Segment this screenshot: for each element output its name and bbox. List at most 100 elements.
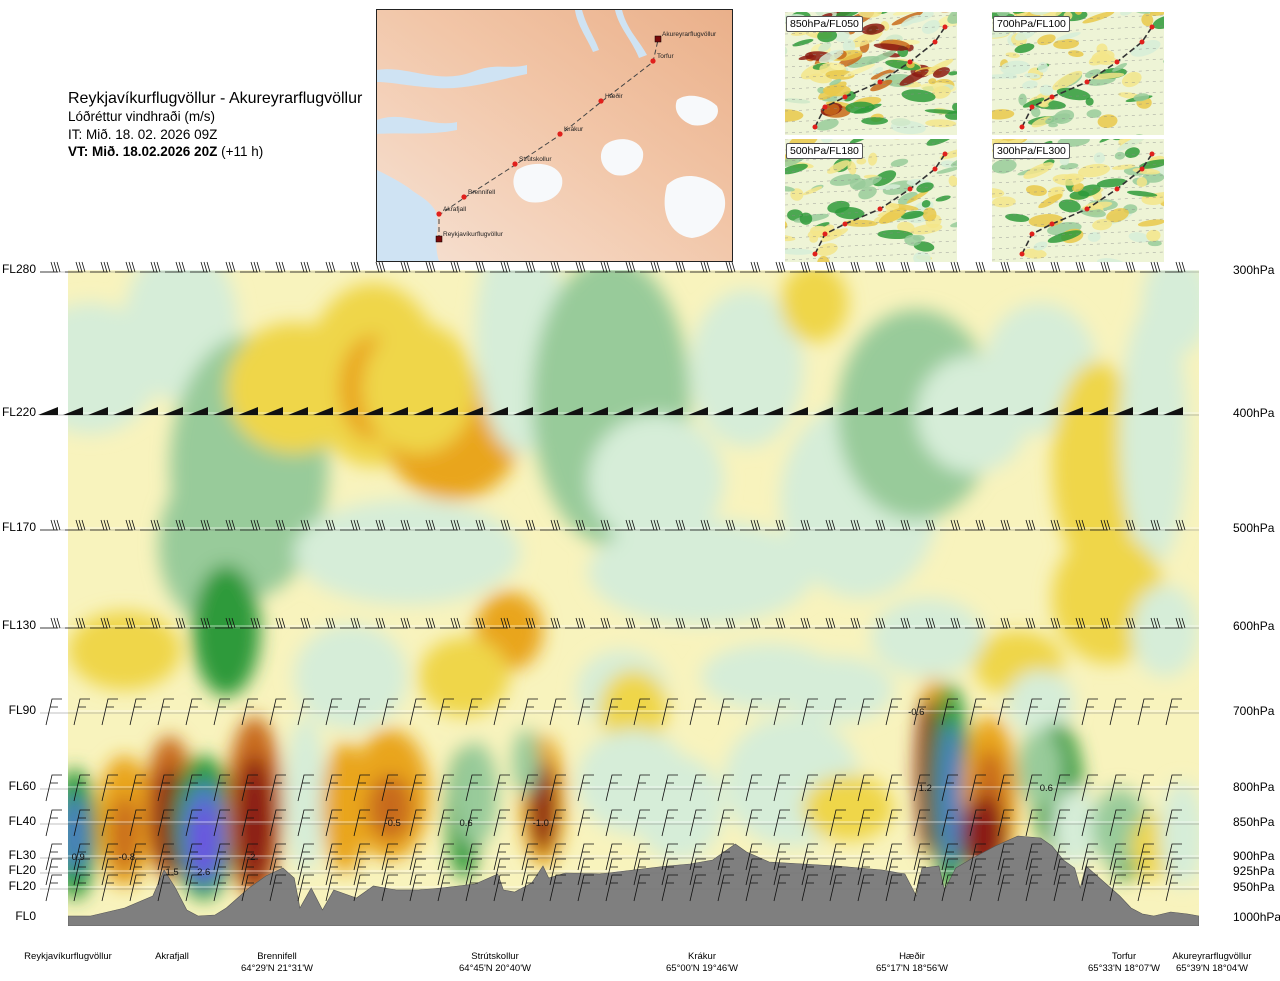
thumbnail-barb-row <box>785 25 957 35</box>
wind-barb <box>165 519 186 531</box>
wind-barb <box>188 407 208 415</box>
wind-barb-feathers <box>45 774 62 802</box>
thumbnail-field-patch <box>858 186 877 200</box>
field-region <box>1051 788 1098 867</box>
wind-barb-feathers <box>437 809 454 837</box>
wind-barb-feathers <box>605 858 622 886</box>
wind-barb <box>240 261 261 273</box>
thumbnail-waypoint <box>1139 166 1145 172</box>
wind-barb <box>815 519 836 531</box>
wind-barb-pennant <box>988 407 1008 415</box>
wind-barb-feathers <box>340 617 361 629</box>
field-region <box>633 755 724 861</box>
wind-barb-feathers <box>1053 809 1070 837</box>
wind-barb-feathers <box>940 261 961 273</box>
wind-barb <box>493 698 510 726</box>
wind-barb-feathers <box>1115 261 1136 273</box>
wind-barb-feathers <box>101 774 118 802</box>
wind-barb <box>990 617 1011 629</box>
wind-barb <box>465 874 482 902</box>
wind-barb <box>45 809 62 837</box>
wind-barb <box>465 698 482 726</box>
wind-barb-pennant <box>263 407 283 415</box>
wind-barb <box>840 617 861 629</box>
wind-barb-feathers <box>815 617 836 629</box>
wind-barb <box>297 698 314 726</box>
wind-barb <box>549 874 566 902</box>
thumbnail-field-patch <box>948 175 957 187</box>
thumbnail-850hpa[interactable]: 850hPa/FL050 <box>785 12 957 135</box>
wind-barb <box>1115 519 1136 531</box>
wind-barb <box>409 874 426 902</box>
wind-barb <box>1065 519 1086 531</box>
thumbnail-barb-row <box>785 113 957 123</box>
thumbnail-field-patch <box>1120 12 1134 16</box>
wind-barb-feathers <box>157 774 174 802</box>
wind-barb-feathers <box>717 843 734 871</box>
wind-barb-feathers <box>140 261 161 273</box>
wind-barb <box>615 261 636 273</box>
thumbnail-barb-row <box>992 185 1164 195</box>
wind-barb <box>590 519 611 531</box>
wind-barb-feathers <box>465 698 482 726</box>
station-label: Strútskollur 64°45'N 20°40'W <box>435 951 555 975</box>
wind-barb-feathers <box>1065 261 1086 273</box>
wind-barb-feathers <box>745 874 762 902</box>
thumbnail-field-patch <box>792 38 814 47</box>
wind-barb <box>73 698 90 726</box>
wind-barb-feathers <box>215 519 236 531</box>
value-label: 0.9 <box>72 852 85 863</box>
wind-barb-feathers <box>965 261 986 273</box>
thumbnail-waypoint <box>1114 186 1120 192</box>
wind-barb <box>493 843 510 871</box>
wind-barb-feathers <box>717 874 734 902</box>
wind-barb-feathers <box>415 261 436 273</box>
wind-barb <box>101 774 118 802</box>
wind-barb <box>1090 519 1111 531</box>
map-waypoint-marker <box>461 194 467 200</box>
wind-barb <box>969 874 986 902</box>
wind-barb <box>290 261 311 273</box>
thumbnail-field-patch <box>816 243 838 256</box>
wind-barb <box>863 407 883 415</box>
thumbnail-field-patch <box>1030 106 1041 118</box>
wind-barb-feathers <box>465 809 482 837</box>
wind-barb-feathers <box>1090 261 1111 273</box>
wind-barb-feathers <box>365 617 386 629</box>
wind-barb <box>1137 809 1154 837</box>
wind-barb <box>185 698 202 726</box>
wind-barb-feathers <box>633 698 650 726</box>
wind-barb <box>613 407 633 415</box>
wind-barb <box>1109 698 1126 726</box>
thumbnail-700hpa[interactable]: 700hPa/FL100 <box>992 12 1164 135</box>
thumbnail-500hpa[interactable]: 500hPa/FL180 <box>785 139 957 262</box>
thumbnail-field-patch <box>1022 80 1038 90</box>
wind-barb-feathers <box>129 874 146 902</box>
thumbnail-300hpa[interactable]: 300hPa/FL300 <box>992 139 1164 262</box>
wind-barb <box>997 874 1014 902</box>
wind-barb-feathers <box>185 809 202 837</box>
wind-barb-feathers <box>40 261 61 273</box>
value-label: -0.8 <box>119 852 135 863</box>
thumbnail-field-patch <box>829 173 861 186</box>
lead-time: (+11 h) <box>221 144 264 159</box>
thumbnail-field-patch <box>1073 12 1083 15</box>
wind-barb <box>1137 698 1154 726</box>
pressure-level-label: 700hPa <box>1233 704 1275 718</box>
map-airport-marker <box>654 35 662 43</box>
thumbnail-field-patch <box>922 207 937 222</box>
wind-barb-feathers <box>690 261 711 273</box>
wind-barb <box>315 617 336 629</box>
wind-barb-feathers <box>241 698 258 726</box>
wind-barb-feathers <box>115 617 136 629</box>
wind-barb-feathers <box>577 843 594 871</box>
wind-barb <box>521 858 538 886</box>
wind-barb-pennant <box>1063 407 1083 415</box>
glacier-3 <box>600 139 644 176</box>
wind-barb <box>717 774 734 802</box>
thumbnail-field-patch <box>936 166 957 174</box>
wind-barb <box>888 407 908 415</box>
wind-barb-feathers <box>440 519 461 531</box>
wind-barb <box>633 774 650 802</box>
map-waypoint-marker <box>557 131 563 137</box>
